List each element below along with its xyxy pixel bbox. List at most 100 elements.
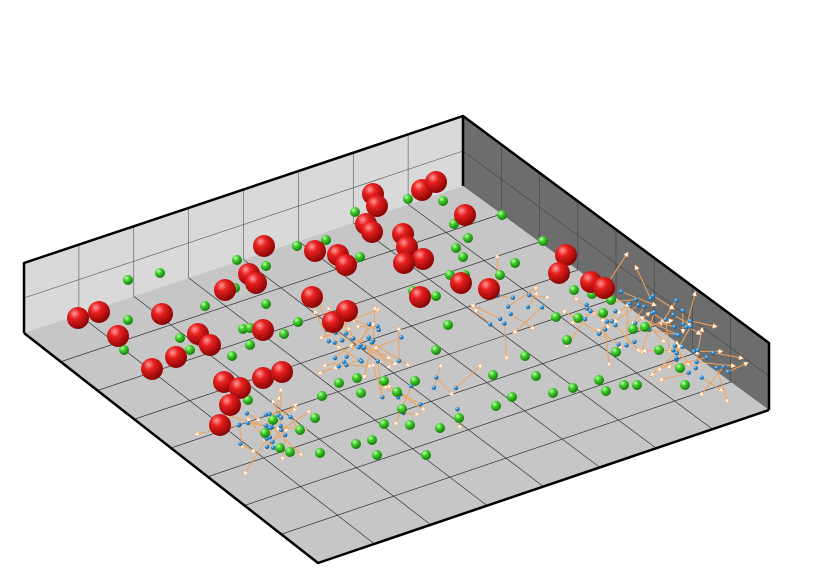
green-sphere-icon	[352, 373, 362, 383]
green-sphere-icon	[123, 275, 133, 285]
blue-sphere-icon	[244, 411, 250, 416]
blue-sphere-icon	[343, 331, 349, 336]
blue-sphere-icon	[376, 327, 381, 333]
orange-arrow-icon	[690, 320, 717, 327]
green-sphere-icon	[510, 258, 520, 268]
green-sphere-icon	[334, 378, 344, 388]
green-sphere-icon	[397, 404, 407, 414]
green-sphere-icon	[232, 255, 242, 265]
blue-sphere-icon	[680, 308, 685, 313]
orange-arrow-icon	[352, 337, 391, 359]
red-sphere-icon	[271, 361, 293, 383]
green-sphere-icon	[548, 388, 558, 398]
blue-sphere-icon	[375, 359, 381, 364]
blue-sphere-icon	[326, 338, 332, 344]
green-sphere-icon	[551, 312, 561, 322]
orange-arrow-icon	[678, 326, 692, 349]
green-sphere-icon	[200, 301, 210, 311]
orange-arrow-icon	[716, 367, 728, 403]
blue-sphere-icon	[674, 298, 679, 303]
green-sphere-icon	[279, 329, 289, 339]
blue-sphere-icon	[609, 319, 614, 324]
red-sphere-icon	[336, 300, 358, 322]
blue-sphere-icon	[278, 415, 284, 420]
red-sphere-icon	[165, 346, 187, 368]
green-sphere-icon	[379, 376, 389, 386]
blue-sphere-icon	[238, 441, 243, 446]
blue-sphere-icon	[671, 348, 676, 353]
blue-sphere-icon	[369, 340, 375, 345]
blue-sphere-icon	[693, 365, 698, 371]
blue-sphere-icon	[597, 331, 602, 336]
red-sphere-icon	[304, 240, 326, 262]
orange-arrow-icon	[346, 323, 375, 358]
orange-arrow-icon	[612, 298, 636, 302]
floor-grid-line	[281, 381, 731, 535]
green-sphere-icon	[275, 443, 285, 453]
floor-grid-line	[244, 353, 693, 506]
blue-sphere-icon	[539, 305, 545, 310]
green-sphere-icon	[123, 315, 133, 325]
blue-sphere-icon	[704, 355, 710, 360]
blue-sphere-icon	[652, 310, 657, 315]
blue-sphere-icon	[691, 349, 697, 354]
blue-sphere-icon	[434, 375, 439, 380]
red-sphere-icon	[412, 248, 434, 270]
blue-sphere-icon	[332, 355, 338, 361]
blue-sphere-icon	[510, 295, 516, 300]
green-sphere-icon	[293, 317, 303, 327]
green-sphere-icon	[405, 420, 415, 430]
large-particles	[67, 171, 615, 436]
blue-sphere-icon	[676, 332, 681, 338]
orange-arrow-icon	[474, 309, 491, 325]
blue-sphere-icon	[624, 343, 629, 348]
blue-sphere-icon	[641, 304, 647, 309]
orange-arrow-icon	[621, 291, 656, 306]
blue-sphere-icon	[350, 336, 356, 341]
blue-sphere-icon	[341, 359, 347, 365]
orange-arrow-icon	[399, 327, 400, 361]
green-sphere-icon	[317, 391, 327, 401]
orange-arrow-icon	[615, 324, 640, 352]
blue-sphere-icon	[616, 342, 621, 347]
blue-sphere-icon	[674, 350, 679, 356]
blue-sphere-icon	[627, 301, 632, 306]
orange-arrow-icon	[727, 363, 748, 373]
blue-sphere-icon	[505, 304, 511, 309]
orange-arrow-icon	[503, 323, 506, 360]
red-sphere-icon	[229, 377, 251, 399]
blue-sphere-icon	[418, 402, 423, 407]
orange-arrow-icon	[513, 307, 543, 333]
blue-sphere-icon	[681, 321, 686, 327]
blue-sphere-icon	[278, 423, 283, 429]
red-sphere-icon	[393, 252, 415, 274]
green-sphere-icon	[372, 450, 382, 460]
green-sphere-icon	[356, 388, 366, 398]
red-sphere-icon	[366, 195, 388, 217]
orange-arrow-icon	[281, 410, 310, 431]
green-sphere-icon	[351, 439, 361, 449]
red-sphere-icon	[199, 334, 221, 356]
orange-arrow-icon	[574, 297, 588, 309]
red-sphere-icon	[88, 301, 110, 323]
floor-grid-line	[298, 240, 601, 468]
green-sphere-icon	[245, 340, 255, 350]
orange-arrow-icon	[614, 304, 639, 322]
blue-sphere-icon	[263, 423, 268, 428]
blue-sphere-icon	[279, 427, 284, 433]
green-sphere-icon	[421, 450, 431, 460]
blue-sphere-icon	[431, 385, 437, 390]
blue-sphere-icon	[671, 312, 676, 317]
orange-arrow-icon	[346, 365, 372, 366]
orange-arrow-icon	[527, 292, 538, 308]
green-sphere-icon	[568, 383, 578, 393]
orange-arrow-icon	[364, 340, 373, 379]
red-sphere-icon	[67, 307, 89, 329]
red-sphere-icon	[361, 221, 383, 243]
blue-sphere-icon	[673, 355, 679, 361]
orange-arrow-icon	[697, 328, 702, 351]
green-sphere-icon	[538, 236, 548, 246]
green-sphere-icon	[488, 370, 498, 380]
green-sphere-icon	[175, 333, 185, 343]
orange-arrow-icon	[322, 361, 345, 366]
